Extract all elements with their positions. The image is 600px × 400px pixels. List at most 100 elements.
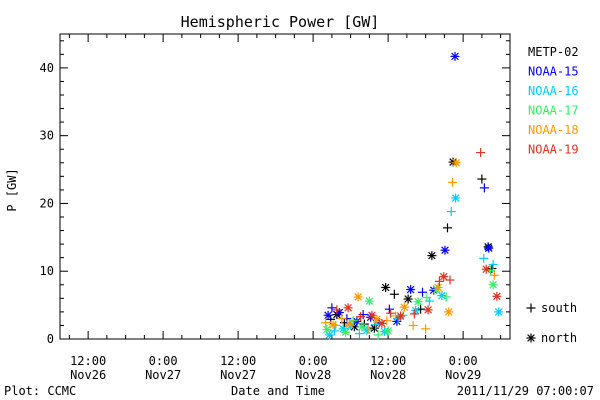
north-data-point [439, 272, 449, 282]
south-data-point [476, 148, 486, 158]
south-marker-icon [526, 303, 536, 313]
legend-entry: NOAA-16 [528, 84, 579, 98]
north-data-point [488, 280, 498, 290]
south-data-point [408, 320, 418, 330]
south-data-point [321, 318, 331, 328]
north-data-point [344, 319, 354, 329]
north-data-point [451, 158, 461, 168]
south-data-point [479, 183, 489, 193]
north-data-point [328, 320, 338, 330]
x-tick-time: 12:00 [370, 354, 406, 368]
legend: METP-02 NOAA-15 NOAA-16 NOAA-17 NOAA-18 NOAA-… [528, 45, 579, 157]
x-tick-date: Nov29 [445, 368, 481, 382]
north-data-point [413, 297, 423, 307]
south-data-point [329, 326, 339, 336]
north-data-point [451, 193, 461, 203]
north-data-point [437, 291, 447, 301]
north-data-point [341, 327, 351, 337]
north-data-point [444, 307, 454, 317]
north-data-point [492, 291, 502, 301]
south-data-point [489, 270, 499, 280]
north-data-point [403, 294, 413, 304]
y-tick-label: 40 [40, 61, 54, 75]
north-data-point [377, 318, 387, 328]
chart-title: Hemispheric Power [GW] [181, 13, 380, 31]
south-data-point [386, 308, 396, 318]
north-data-point [450, 51, 460, 61]
y-axis: 0 10 20 30 40 [40, 40, 510, 346]
north-data-point [357, 322, 367, 332]
y-tick-label: 30 [40, 129, 54, 143]
south-data-point [356, 312, 366, 322]
north-data-point [396, 311, 406, 321]
south-data-point [448, 177, 457, 187]
data-points [321, 51, 504, 340]
legend-entry: NOAA-15 [528, 65, 579, 79]
south-data-point [371, 320, 381, 330]
south-data-point [337, 314, 347, 324]
north-data-point [364, 296, 374, 306]
north-data-point [343, 303, 353, 313]
south-data-point [422, 293, 432, 303]
south-data-point [434, 276, 444, 286]
y-tick-label: 10 [40, 264, 54, 278]
north-data-point [481, 264, 491, 274]
south-data-point [441, 292, 451, 302]
north-data-point [494, 307, 504, 317]
x-tick-time: 0:00 [449, 354, 478, 368]
legend-entry: NOAA-18 [528, 123, 579, 137]
north-data-point [399, 302, 409, 312]
x-tick-time: 12:00 [70, 354, 106, 368]
x-axis-label: Date and Time [231, 384, 325, 398]
south-data-point [384, 304, 394, 314]
south-data-point [327, 303, 337, 313]
x-tick-date: Nov27 [220, 368, 256, 382]
south-data-point [488, 259, 498, 269]
south-data-point [421, 324, 431, 334]
x-tick-date: Nov28 [370, 368, 406, 382]
legend-entry: NOAA-17 [528, 104, 579, 118]
south-data-point [363, 325, 373, 335]
south-data-point [446, 207, 456, 217]
north-data-point [367, 310, 377, 320]
legend-entry: NOAA-19 [528, 143, 579, 157]
plot-frame [59, 33, 511, 340]
marker-legend: south north [526, 301, 577, 345]
x-tick-date: Nov26 [70, 368, 106, 382]
south-data-point [479, 253, 489, 263]
south-data-point [418, 287, 427, 297]
y-tick-label: 0 [47, 332, 54, 346]
south-data-point [332, 305, 342, 315]
x-axis: 12:00Nov260:00Nov2712:00Nov270:00Nov2812… [68, 34, 502, 382]
north-data-point [406, 285, 416, 295]
south-data-point [389, 289, 399, 299]
south-data-point [409, 309, 419, 319]
y-axis-label: P [GW] [5, 168, 19, 211]
south-data-point [443, 223, 452, 233]
north-data-point [381, 282, 391, 292]
south-data-point [487, 264, 497, 274]
south-data-point [373, 330, 383, 340]
footer-right: 2011/11/29 07:00:07 [457, 384, 594, 398]
south-data-point [445, 275, 455, 285]
north-data-point [362, 325, 372, 335]
x-tick-date: Nov27 [145, 368, 181, 382]
north-data-point [353, 292, 363, 302]
north-data-point [427, 251, 437, 261]
north-data-point [484, 243, 494, 253]
marker-legend-label: south [541, 301, 577, 315]
north-data-point [323, 310, 333, 320]
south-data-point [477, 174, 487, 184]
north-data-point [440, 245, 450, 255]
north-data-point [369, 323, 379, 333]
north-data-point [433, 282, 443, 292]
footer-left: Plot: CCMC [4, 384, 76, 398]
south-data-point [354, 329, 364, 339]
x-tick-date: Nov28 [295, 368, 331, 382]
north-data-point [322, 325, 332, 335]
x-tick-time: 12:00 [220, 354, 256, 368]
north-data-point [372, 314, 382, 324]
y-tick-label: 20 [40, 196, 54, 210]
north-data-point [423, 305, 433, 315]
